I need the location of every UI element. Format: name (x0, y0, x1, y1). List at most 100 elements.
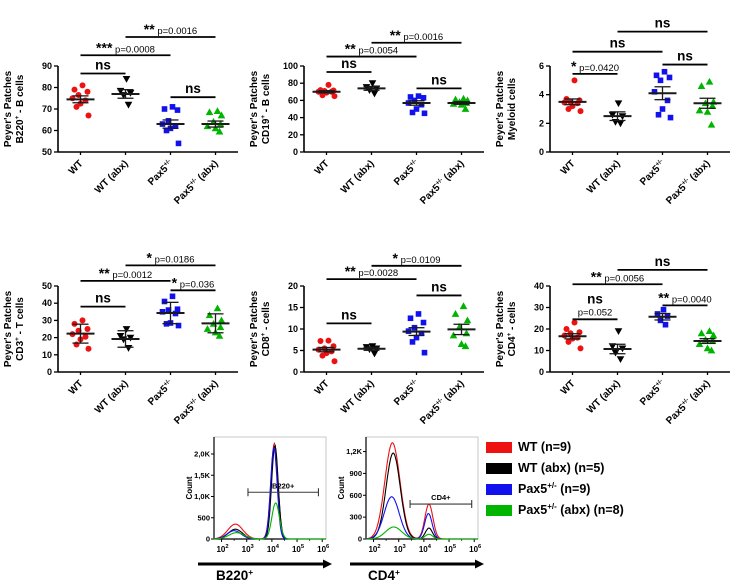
significance-bar: ns (617, 254, 708, 271)
legend-label: Pax5+/- (n=9) (518, 480, 591, 496)
x-ticks: WT WT (abx) Pax5+/-Pax5+/- (abx) (67, 152, 221, 207)
plot-cd4-cells: 0 10 20 30 40 Peyer's Patches CD4+ - cells WT WT… (492, 222, 738, 436)
mean-error-bar (111, 89, 140, 99)
significance-bar: ** p=0.0012 (80, 265, 171, 282)
svg-text:ns: ns (341, 56, 357, 71)
mean-error-bar (693, 97, 722, 109)
svg-text:0: 0 (47, 367, 52, 377)
axes (57, 286, 238, 373)
y-ticks: 0 2 4 6 (539, 61, 550, 157)
mean-error-bar (357, 85, 386, 91)
flow-histogram-cd4: 0 300 600 900 1,2K Count 102 103 104 105 106 CD4+ CD… (336, 431, 486, 584)
svg-text:Pax5+/-: Pax5+/- (392, 158, 422, 188)
svg-text:500: 500 (197, 513, 210, 522)
svg-text:* p=0.036: * p=0.036 (172, 274, 215, 290)
significance-bar: ns (326, 307, 372, 325)
mean-error-bar (111, 330, 140, 348)
y-ticks: 0 20 40 60 80 100 (283, 61, 304, 157)
plot-cd19-b-cells: 0 20 40 60 80 100 Peyer's Patches CD19+ - B cel… (246, 2, 492, 216)
svg-text:Myeloid cells: Myeloid cells (507, 77, 518, 140)
histogram-b220: 0 500 1,0K 1,5K 2,0K Count 102 103 104 105 106 B220… (185, 436, 332, 583)
svg-text:WT (abx): WT (abx) (339, 378, 377, 416)
svg-text:Peyer's Patches: Peyer's Patches (249, 70, 260, 147)
histogram-curves (365, 442, 478, 540)
mean-error-bar (558, 333, 587, 340)
svg-text:ns: ns (95, 291, 111, 306)
mean-error-bar (402, 327, 431, 337)
mean-error-bar (603, 111, 632, 122)
svg-text:104: 104 (267, 544, 280, 554)
svg-text:ns: ns (185, 81, 201, 96)
svg-text:10: 10 (534, 346, 544, 356)
svg-text:40: 40 (288, 113, 298, 123)
svg-text:0: 0 (539, 147, 544, 157)
svg-text:WT (abx): WT (abx) (585, 378, 623, 416)
significance-bar: ns (416, 279, 462, 297)
svg-text:** p=0.0040: ** p=0.0040 (658, 289, 711, 305)
significance-bar: *** p=0.0008 (80, 39, 171, 57)
significance-bar: ns (572, 36, 663, 53)
svg-text:4: 4 (539, 90, 544, 100)
mean-error-bar (201, 313, 230, 334)
significance-bar: ns (416, 72, 462, 90)
svg-text:WT: WT (67, 378, 86, 397)
legend-swatch (486, 462, 512, 474)
curve-Pax5+/- (abx) (366, 526, 478, 540)
svg-text:900: 900 (349, 469, 362, 478)
legend-entry-2: Pax5+/- (n=9) (486, 480, 624, 496)
svg-text:Pax5+/- (abx): Pax5+/- (abx) (664, 158, 713, 207)
significance-bar: ** p=0.0016 (125, 21, 216, 38)
significance-bar: ** p=0.0054 (326, 41, 417, 58)
data-series-2 (651, 68, 674, 121)
x-ticks: WT WT (abx) Pax5+/-Pax5+/- (abx) (559, 152, 713, 207)
svg-text:Peyer's Patches: Peyer's Patches (249, 290, 260, 367)
svg-text:B220+ - B cells: B220+ - B cells (14, 74, 26, 143)
svg-text:WT: WT (313, 378, 332, 397)
legend-swatch (486, 483, 512, 495)
svg-text:CD19+ - B cells: CD19+ - B cells (260, 73, 272, 144)
significance-bar: ns (617, 16, 708, 33)
svg-text:Peyer's Patches: Peyer's Patches (495, 70, 506, 147)
svg-text:ns: ns (587, 291, 603, 306)
legend-swatch (486, 441, 512, 453)
curve-Pax5+/- (365, 496, 478, 540)
x-ticks: WT WT (abx) Pax5+/-Pax5+/- (abx) (67, 372, 221, 427)
mean-error-bar (312, 90, 341, 94)
svg-text:Pax5+/-: Pax5+/- (638, 378, 668, 408)
svg-text:ns: ns (610, 36, 626, 51)
plot-cd3-t-cells: 0 10 20 30 40 50 Peyer's Patches CD3+ - T cells… (0, 222, 246, 436)
mean-error-bar (648, 86, 677, 101)
svg-text:1,2K: 1,2K (346, 447, 362, 456)
x-ticks: WT WT (abx) Pax5+/-Pax5+/- (abx) (313, 372, 467, 427)
svg-text:10: 10 (42, 350, 52, 360)
svg-text:Pax5+/-: Pax5+/- (638, 158, 668, 188)
scatter-cd3-t-cells: 0 10 20 30 40 50 Peyer's Patches CD3+ - T cells… (3, 249, 238, 427)
histogram-curves (213, 441, 326, 540)
data-series-0 (561, 77, 584, 115)
svg-text:1,0K: 1,0K (194, 492, 210, 501)
significance-bar: * p=0.036 (170, 274, 216, 292)
significance-bar: * p=0.0109 (371, 250, 462, 267)
significance-bar: nsp=0.052 (572, 291, 618, 321)
significance-bar: ** p=0.0056 (572, 268, 663, 286)
significance-bar: ns (662, 49, 708, 66)
gate-label: CD4+ (431, 493, 451, 502)
svg-text:2,0K: 2,0K (194, 450, 210, 459)
significance-bar: ns (80, 291, 126, 308)
x-axis-arrow (350, 559, 484, 569)
curve-Pax5+/- (abx) (213, 502, 326, 540)
svg-text:** p=0.0016: ** p=0.0016 (144, 21, 197, 37)
axes (549, 66, 730, 153)
svg-text:** p=0.0054: ** p=0.0054 (345, 41, 398, 57)
flow-histogram-b220: 0 500 1,0K 1,5K 2,0K Count 102 103 104 105 106 B220… (184, 431, 334, 584)
svg-text:ns: ns (431, 72, 447, 87)
svg-text:300: 300 (349, 513, 362, 522)
significance-bar: ** p=0.0040 (658, 289, 712, 307)
svg-text:ns: ns (431, 279, 447, 294)
svg-text:102: 102 (216, 544, 228, 554)
svg-text:106: 106 (469, 544, 482, 554)
legend-entry-0: WT (n=9) (486, 440, 624, 454)
svg-text:ns: ns (677, 49, 693, 64)
svg-text:20: 20 (288, 281, 298, 291)
svg-text:106: 106 (317, 544, 330, 554)
